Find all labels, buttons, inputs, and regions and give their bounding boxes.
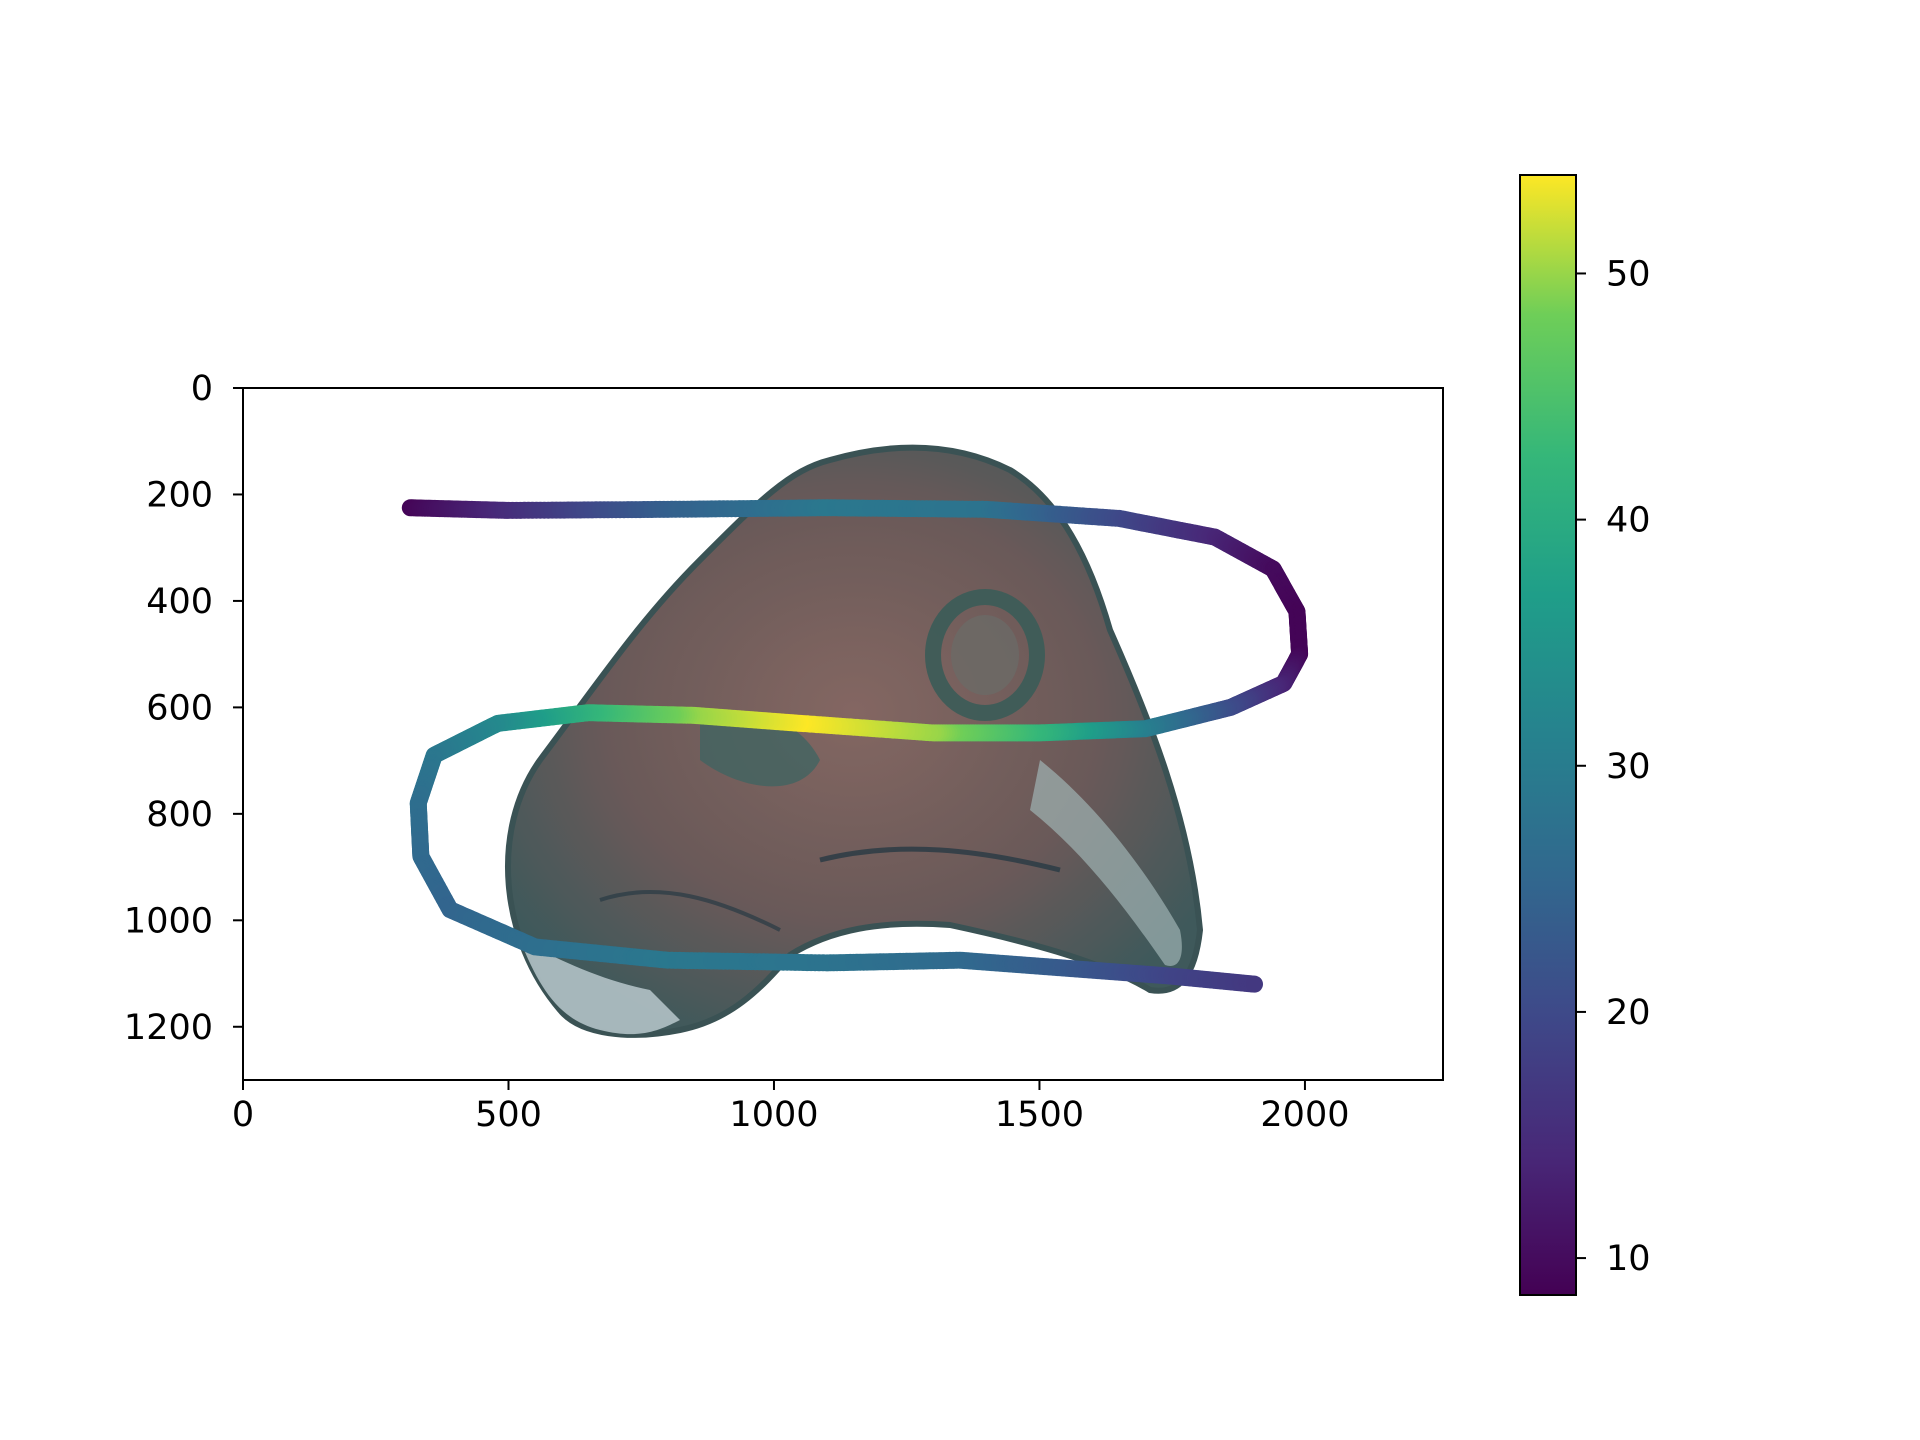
trace-point bbox=[1246, 975, 1264, 993]
y-tick-label: 0 bbox=[191, 369, 213, 409]
x-tick-label: 500 bbox=[475, 1095, 542, 1135]
path-trace bbox=[401, 499, 1309, 993]
colorbar-tick-label: 50 bbox=[1606, 254, 1651, 294]
x-axis: 0 500 1000 1500 2000 bbox=[232, 1080, 1349, 1135]
plot-area-frame bbox=[242, 387, 1444, 1081]
y-tick-label: 200 bbox=[146, 475, 213, 515]
y-tick-label: 1000 bbox=[124, 901, 213, 941]
x-tick-label: 2000 bbox=[1260, 1095, 1349, 1135]
colorbar-tick-label: 30 bbox=[1606, 747, 1651, 787]
colorbar-tick-label: 10 bbox=[1606, 1239, 1651, 1279]
y-tick-label: 800 bbox=[146, 795, 213, 835]
y-axis: 0 200 400 600 800 1000 1200 bbox=[124, 369, 243, 1048]
y-tick-label: 400 bbox=[146, 582, 213, 622]
x-tick-label: 1000 bbox=[729, 1095, 818, 1135]
colorbar-tick-label: 20 bbox=[1606, 993, 1651, 1033]
colorbar-tick-label: 40 bbox=[1606, 501, 1651, 541]
x-tick-label: 0 bbox=[232, 1095, 254, 1135]
colorbar bbox=[1519, 174, 1577, 1296]
specimen-image bbox=[505, 444, 1204, 1038]
x-tick-label: 1500 bbox=[995, 1095, 1084, 1135]
y-tick-label: 600 bbox=[146, 688, 213, 728]
colorbar-axis: 10 20 30 40 50 bbox=[1576, 254, 1651, 1279]
y-tick-label: 1200 bbox=[124, 1008, 213, 1048]
